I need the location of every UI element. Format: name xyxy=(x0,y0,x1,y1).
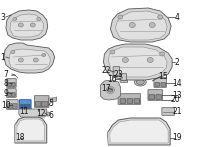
FancyBboxPatch shape xyxy=(155,83,159,86)
FancyBboxPatch shape xyxy=(113,67,120,75)
FancyBboxPatch shape xyxy=(7,100,18,109)
FancyBboxPatch shape xyxy=(148,90,162,100)
Polygon shape xyxy=(109,120,168,143)
Ellipse shape xyxy=(13,17,17,20)
Polygon shape xyxy=(107,118,170,145)
Ellipse shape xyxy=(110,50,115,54)
Text: 19: 19 xyxy=(172,133,182,142)
Polygon shape xyxy=(6,10,48,40)
FancyBboxPatch shape xyxy=(21,104,25,108)
Text: 4: 4 xyxy=(175,12,180,21)
Ellipse shape xyxy=(37,101,45,107)
Polygon shape xyxy=(4,43,55,73)
Ellipse shape xyxy=(160,52,165,56)
FancyBboxPatch shape xyxy=(8,83,11,86)
Text: 6: 6 xyxy=(48,112,53,121)
Ellipse shape xyxy=(38,102,43,106)
Polygon shape xyxy=(115,11,167,40)
Ellipse shape xyxy=(37,17,41,20)
Text: 11: 11 xyxy=(19,107,29,117)
Text: 9: 9 xyxy=(3,88,8,97)
Text: 1: 1 xyxy=(1,52,5,61)
Polygon shape xyxy=(15,117,47,143)
Polygon shape xyxy=(19,109,47,117)
FancyBboxPatch shape xyxy=(35,102,41,106)
Text: 21: 21 xyxy=(172,106,182,116)
FancyBboxPatch shape xyxy=(120,99,126,103)
Text: 16: 16 xyxy=(108,75,117,83)
FancyBboxPatch shape xyxy=(8,93,11,96)
FancyBboxPatch shape xyxy=(41,102,48,106)
Text: 15: 15 xyxy=(158,71,168,81)
Ellipse shape xyxy=(129,22,135,27)
FancyBboxPatch shape xyxy=(156,95,161,99)
Polygon shape xyxy=(107,127,113,145)
Ellipse shape xyxy=(136,80,144,85)
Ellipse shape xyxy=(42,54,46,56)
Text: 5: 5 xyxy=(48,100,53,108)
Ellipse shape xyxy=(147,57,153,62)
Text: 10: 10 xyxy=(1,101,11,110)
Ellipse shape xyxy=(149,22,155,27)
Ellipse shape xyxy=(11,51,15,54)
FancyBboxPatch shape xyxy=(12,93,15,96)
FancyBboxPatch shape xyxy=(34,96,49,107)
FancyBboxPatch shape xyxy=(20,100,31,109)
Text: 20: 20 xyxy=(170,96,180,105)
Text: 18: 18 xyxy=(15,133,25,142)
FancyBboxPatch shape xyxy=(8,104,12,108)
FancyBboxPatch shape xyxy=(121,74,127,80)
Ellipse shape xyxy=(118,15,123,19)
Polygon shape xyxy=(110,8,171,42)
Polygon shape xyxy=(108,47,167,77)
FancyBboxPatch shape xyxy=(13,104,17,108)
FancyBboxPatch shape xyxy=(120,72,128,82)
Ellipse shape xyxy=(122,57,128,62)
Ellipse shape xyxy=(108,88,113,92)
Text: 17: 17 xyxy=(102,83,111,92)
Text: 8: 8 xyxy=(4,78,8,87)
Ellipse shape xyxy=(106,86,114,93)
FancyBboxPatch shape xyxy=(12,83,15,86)
Polygon shape xyxy=(17,119,45,141)
FancyBboxPatch shape xyxy=(154,78,166,87)
FancyBboxPatch shape xyxy=(161,83,165,86)
FancyBboxPatch shape xyxy=(162,108,174,115)
FancyBboxPatch shape xyxy=(134,99,140,103)
Text: 14: 14 xyxy=(172,78,182,87)
Polygon shape xyxy=(100,80,120,100)
Polygon shape xyxy=(15,121,20,143)
FancyBboxPatch shape xyxy=(127,99,133,103)
FancyBboxPatch shape xyxy=(7,89,16,97)
Polygon shape xyxy=(103,44,172,80)
Ellipse shape xyxy=(18,23,23,27)
Ellipse shape xyxy=(134,78,146,86)
Text: 3: 3 xyxy=(0,12,5,21)
Ellipse shape xyxy=(158,15,163,19)
Text: 13: 13 xyxy=(172,91,182,100)
Text: 12: 12 xyxy=(36,108,46,117)
Text: 2: 2 xyxy=(175,57,179,66)
Polygon shape xyxy=(49,98,53,104)
Polygon shape xyxy=(10,14,44,37)
Ellipse shape xyxy=(30,23,35,27)
Text: 7: 7 xyxy=(3,70,8,78)
FancyBboxPatch shape xyxy=(26,104,30,108)
Polygon shape xyxy=(53,97,57,102)
Ellipse shape xyxy=(33,58,38,62)
FancyBboxPatch shape xyxy=(118,94,141,104)
FancyBboxPatch shape xyxy=(121,74,127,80)
Text: 22: 22 xyxy=(102,66,111,75)
FancyBboxPatch shape xyxy=(7,79,16,87)
Polygon shape xyxy=(9,49,51,70)
Ellipse shape xyxy=(18,58,23,62)
Ellipse shape xyxy=(45,112,50,116)
FancyBboxPatch shape xyxy=(149,95,155,99)
Text: 23: 23 xyxy=(114,70,123,78)
